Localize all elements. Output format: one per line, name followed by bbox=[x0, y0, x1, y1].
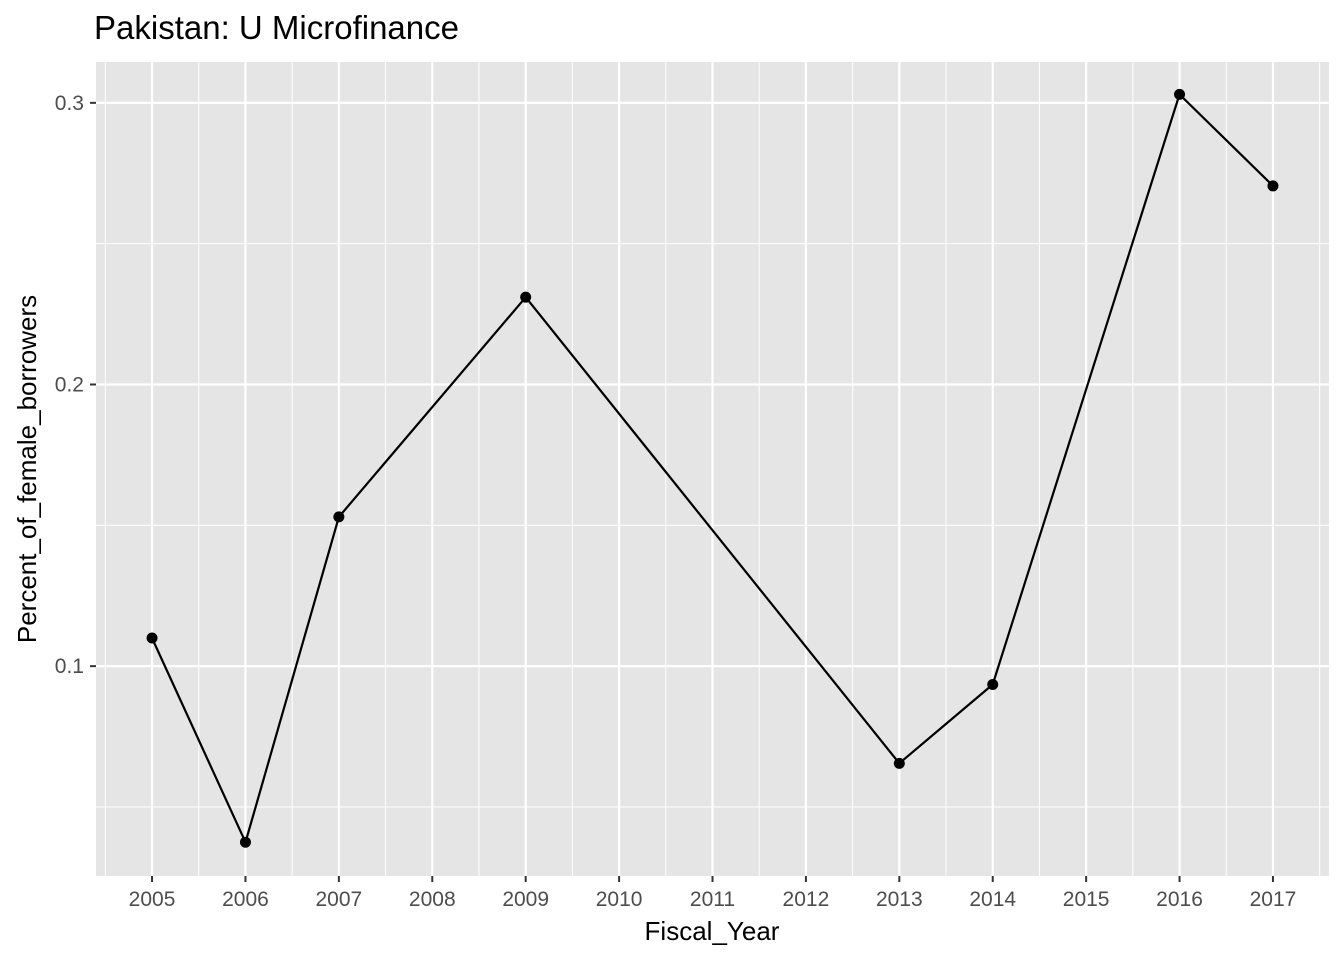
grid-lines bbox=[96, 62, 1329, 876]
data-point bbox=[333, 511, 345, 523]
x-tick-label: 2008 bbox=[409, 888, 456, 911]
series-layer bbox=[146, 88, 1279, 848]
series-line bbox=[150, 93, 1274, 844]
x-tick-label: 2014 bbox=[969, 888, 1016, 911]
data-point bbox=[987, 678, 999, 690]
x-tick-label: 2012 bbox=[783, 888, 830, 911]
data-point bbox=[239, 836, 251, 848]
x-tick-label: 2011 bbox=[690, 888, 735, 911]
x-axis-title: Fiscal_Year bbox=[645, 916, 780, 946]
x-tick-label: 2015 bbox=[1063, 888, 1110, 911]
chart-title: Pakistan: U Microfinance bbox=[94, 9, 459, 46]
data-point bbox=[146, 632, 158, 644]
x-tick-label: 2016 bbox=[1156, 888, 1203, 911]
y-tick-label: 0.1 bbox=[55, 655, 84, 678]
axis-ticks: 2005 2006 2007 2008 2009 2010 2011 2012 2013 2014… bbox=[55, 92, 1297, 911]
y-axis-title: Percent_of_female_borrowers bbox=[12, 295, 42, 643]
data-point bbox=[1174, 88, 1186, 100]
x-tick-label: 2007 bbox=[316, 888, 363, 911]
x-tick-label: 2006 bbox=[222, 888, 269, 911]
y-tick-label: 0.3 bbox=[55, 92, 84, 115]
data-point bbox=[893, 757, 905, 769]
x-tick-label: 2013 bbox=[876, 888, 923, 911]
x-tick-label: 2017 bbox=[1250, 888, 1297, 911]
x-tick-label: 2010 bbox=[596, 888, 643, 911]
x-tick-label: 2005 bbox=[129, 888, 176, 911]
x-tick-label: 2009 bbox=[502, 888, 549, 911]
y-tick-label: 0.2 bbox=[55, 374, 84, 397]
data-point bbox=[1267, 180, 1279, 192]
data-point bbox=[520, 291, 532, 303]
